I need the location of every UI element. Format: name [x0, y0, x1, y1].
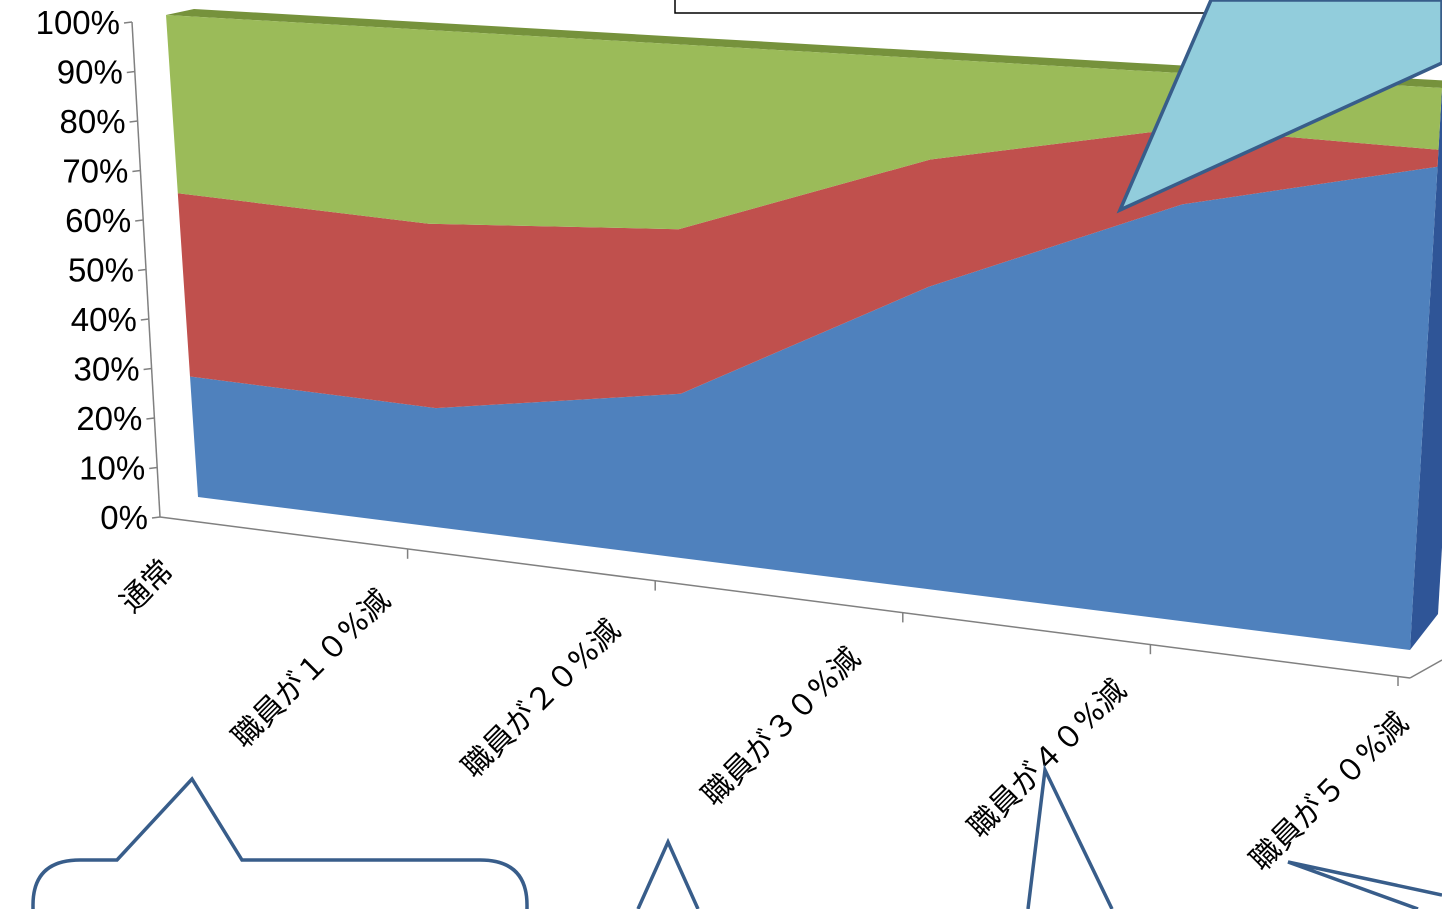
- y-tick-label: 40%: [71, 301, 137, 338]
- x-tick-label: 職員が４０%減: [961, 673, 1133, 845]
- area-series-3: [166, 15, 1442, 230]
- area-series-1: [190, 166, 1438, 650]
- y-tick: [126, 70, 135, 74]
- y-tick: [151, 516, 161, 519]
- y-tick-label: 80%: [60, 103, 126, 140]
- callout-arrow-large: [1116, 0, 1442, 214]
- y-tick: [137, 268, 147, 272]
- y-tick: [140, 318, 149, 321]
- y-tick-label: 20%: [76, 400, 142, 437]
- y-tick: [135, 219, 144, 222]
- callout-pointer-right: [1026, 763, 1114, 909]
- callout-pointer-far-right: [1287, 860, 1442, 909]
- y-tick-label: 30%: [74, 351, 140, 388]
- x-tick-label: 職員が３０%減: [695, 641, 867, 813]
- y-tick-label: 10%: [79, 450, 145, 487]
- x-tick-label: 職員が５０%減: [1243, 706, 1415, 878]
- y-tick: [129, 120, 138, 123]
- y-tick: [149, 466, 158, 470]
- x-tick-label: 職員が１０%減: [225, 583, 397, 755]
- y-tick-labels: 0% 10% 20% 30% 40% 50% 60% 70% 80% 90% 100%: [36, 4, 148, 536]
- floor-right-edge: [1409, 659, 1442, 679]
- y-tick-label: 50%: [68, 252, 134, 289]
- y-tick-label: 0%: [100, 499, 148, 536]
- y-tick-label: 60%: [65, 202, 131, 239]
- right-side-face: [1410, 88, 1442, 650]
- top-rim: [166, 9, 1442, 88]
- y-tick: [132, 169, 141, 173]
- callout-bubble-left: [31, 776, 529, 909]
- y-tick: [146, 417, 155, 420]
- x-tick-label: 職員が２０%減: [455, 613, 627, 785]
- y-tick: [143, 367, 152, 371]
- y-tick: [123, 21, 133, 24]
- y-tick-label: 100%: [36, 4, 120, 41]
- y-tick-label: 90%: [57, 54, 123, 91]
- x-axis-line: [159, 516, 1411, 679]
- callout-pointer-mid: [636, 837, 700, 909]
- x-tick-label: 通常: [113, 553, 180, 620]
- y-axis: [123, 21, 1442, 686]
- y-tick-label: 70%: [62, 153, 128, 190]
